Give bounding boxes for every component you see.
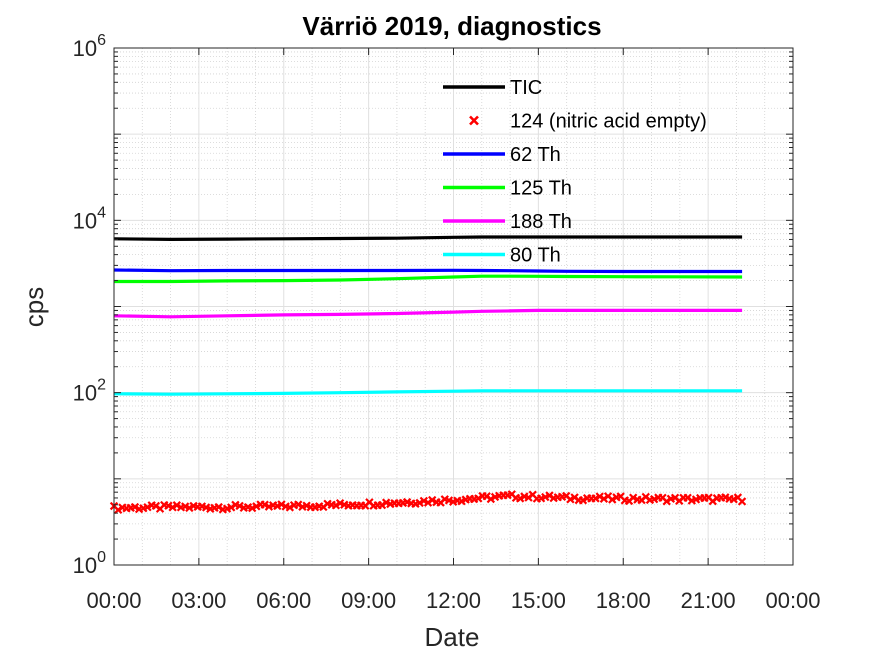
axis-ticks: 100 102 104 106 00:00 03:00 06:00 09:00 12:00 15:… <box>73 32 821 613</box>
legend-marker <box>469 115 479 126</box>
x-tick-label: 21:00 <box>681 588 736 613</box>
series-marker <box>591 494 600 503</box>
x-axis-label: Date <box>425 622 480 652</box>
series-marker <box>331 501 341 510</box>
series-marker <box>227 503 236 512</box>
series-marker <box>172 501 181 510</box>
series-marker <box>377 500 387 510</box>
series-layer <box>109 235 747 515</box>
x-tick-label: 18:00 <box>596 588 651 613</box>
legend-entry: TIC <box>443 77 542 99</box>
series-marker <box>277 500 286 509</box>
series-marker <box>737 497 747 506</box>
legend-entry: 124 (nitric acid empty) <box>469 111 707 133</box>
x-tick-label: 09:00 <box>341 588 396 613</box>
series-124-nitric-acid-empty <box>109 490 747 515</box>
legend-label: 62 Th <box>510 144 561 166</box>
chart-title: Värriö 2019, diagnostics <box>302 11 601 41</box>
series-marker <box>566 495 575 504</box>
y-axis-label: cps <box>19 287 49 327</box>
series-marker <box>515 494 525 503</box>
legend-label: 80 Th <box>510 245 561 267</box>
series-marker <box>114 505 123 515</box>
series-marker <box>285 503 295 512</box>
series-marker <box>294 500 303 509</box>
legend-label: TIC <box>510 77 542 99</box>
y-tick-label: 102 <box>73 377 106 406</box>
series-marker <box>185 503 194 513</box>
x-tick-label: 00:00 <box>86 588 141 613</box>
series-marker <box>545 491 554 500</box>
series-62-th <box>113 268 743 274</box>
series-marker <box>428 495 437 505</box>
series-marker <box>599 494 609 503</box>
series-marker <box>168 503 177 512</box>
legend: TIC 124 (nitric acid empty) 62 Th 125 Th 188… <box>443 77 707 267</box>
series-188-th <box>113 308 743 319</box>
legend-entry: 62 Th <box>443 144 561 166</box>
series-marker <box>143 503 152 512</box>
legend-label: 188 Th <box>510 211 572 233</box>
series-marker <box>662 497 671 506</box>
y-tick-label: 104 <box>73 204 106 233</box>
x-tick-label: 03:00 <box>171 588 226 613</box>
legend-label: 125 Th <box>510 178 572 200</box>
x-tick-label: 00:00 <box>765 588 820 613</box>
series-marker <box>608 495 617 504</box>
series-tic <box>113 235 743 241</box>
series-125-th <box>114 274 743 284</box>
x-tick-label: 12:00 <box>426 588 481 613</box>
series-80-th <box>113 389 743 396</box>
series-marker <box>214 502 223 512</box>
x-tick-label: 06:00 <box>256 588 311 613</box>
series-marker <box>474 494 483 503</box>
x-tick-label: 15:00 <box>511 588 566 613</box>
series-marker <box>130 502 140 512</box>
series-marker <box>235 501 244 511</box>
legend-entry: 125 Th <box>443 178 572 200</box>
y-tick-label: 100 <box>73 549 106 578</box>
legend-entry: 188 Th <box>443 211 572 233</box>
legend-entry: 80 Th <box>443 245 561 267</box>
legend-label: 124 (nitric acid empty) <box>510 111 707 133</box>
series-marker <box>486 494 496 504</box>
series-marker <box>595 492 604 501</box>
series-marker <box>415 498 424 508</box>
y-tick-label: 106 <box>73 32 106 61</box>
series-marker <box>578 496 588 505</box>
series-marker <box>629 493 638 502</box>
series-marker <box>260 500 269 509</box>
